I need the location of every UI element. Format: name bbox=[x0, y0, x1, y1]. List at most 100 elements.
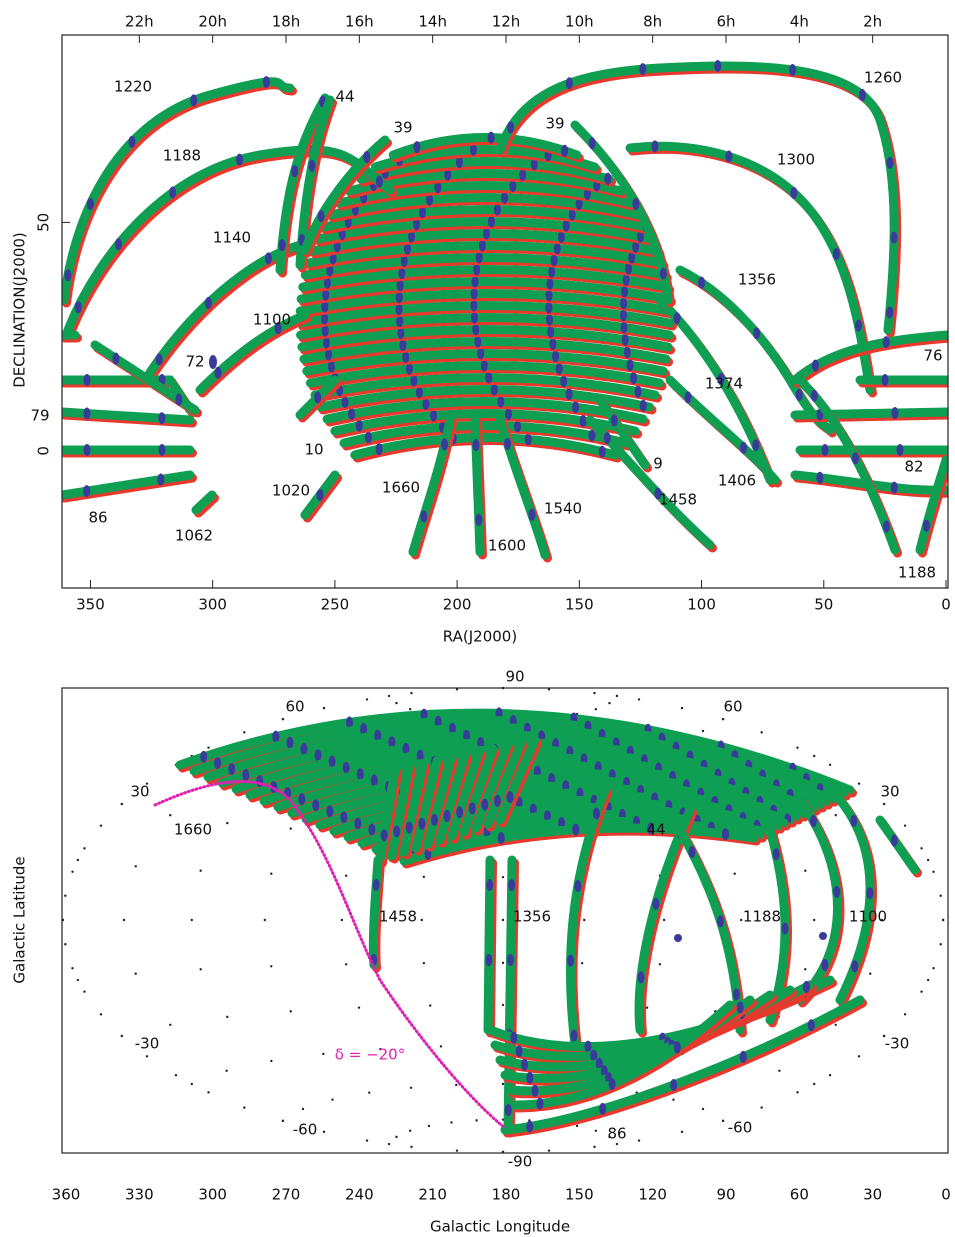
pointing bbox=[620, 321, 628, 334]
pointing bbox=[552, 350, 560, 363]
graticule-dot bbox=[721, 717, 725, 721]
pointing bbox=[327, 360, 335, 373]
pointing bbox=[752, 439, 760, 452]
pointing bbox=[420, 510, 428, 523]
pointing bbox=[356, 768, 364, 781]
pointing bbox=[688, 845, 696, 858]
pointing bbox=[64, 269, 72, 282]
pointing bbox=[623, 346, 631, 359]
pointing bbox=[83, 374, 91, 386]
pointing bbox=[430, 813, 438, 826]
pointing bbox=[821, 958, 829, 971]
pointing bbox=[524, 433, 532, 446]
graticule-dot bbox=[475, 1119, 478, 1122]
pointing bbox=[673, 1041, 681, 1054]
track bbox=[300, 253, 670, 280]
track bbox=[296, 277, 674, 304]
pointing bbox=[370, 774, 378, 787]
pointing bbox=[572, 401, 580, 414]
pointing bbox=[115, 238, 123, 251]
graticule-dot bbox=[379, 1047, 382, 1051]
pointing bbox=[526, 1071, 534, 1084]
x2-tick-label: 4h bbox=[790, 13, 809, 31]
graticule-dot bbox=[64, 943, 67, 946]
tracks bbox=[175, 707, 922, 1138]
pointing bbox=[487, 131, 495, 144]
track-label: 1660 bbox=[382, 479, 420, 497]
graticule-dot bbox=[926, 858, 930, 862]
pointing bbox=[717, 372, 725, 385]
graticule-dot bbox=[395, 1135, 398, 1139]
pointing bbox=[549, 337, 557, 350]
graticule-dot bbox=[322, 1052, 325, 1056]
pointing bbox=[598, 445, 606, 458]
track bbox=[915, 455, 948, 555]
pointing bbox=[529, 803, 537, 816]
graticule-dot bbox=[760, 1106, 763, 1109]
graticule-dot bbox=[903, 824, 907, 827]
y-tick-label: 50 bbox=[35, 213, 53, 232]
track bbox=[408, 415, 455, 557]
graticule-dot bbox=[796, 1091, 799, 1094]
track bbox=[368, 855, 383, 970]
pointing bbox=[684, 391, 692, 404]
track-label: 82 bbox=[904, 458, 923, 476]
pointing bbox=[896, 444, 904, 456]
pointing bbox=[274, 322, 282, 335]
graticule-dot bbox=[226, 821, 229, 825]
curve-label: δ = −20° bbox=[335, 1046, 405, 1064]
pointing bbox=[807, 1019, 815, 1032]
pointing bbox=[402, 350, 410, 363]
track bbox=[399, 759, 428, 857]
pointing bbox=[388, 736, 396, 749]
pointing bbox=[112, 352, 120, 365]
pointing bbox=[565, 388, 573, 401]
pointing bbox=[595, 1057, 603, 1070]
track bbox=[585, 415, 715, 550]
track bbox=[435, 750, 470, 845]
x2-tick-label: 8h bbox=[643, 13, 662, 31]
pointing bbox=[714, 60, 722, 73]
pointing bbox=[312, 799, 320, 812]
track bbox=[423, 753, 456, 849]
track bbox=[795, 795, 842, 1005]
pointing bbox=[396, 279, 404, 292]
graticule-label: 90 bbox=[505, 668, 524, 686]
pointing bbox=[588, 429, 596, 442]
graticule-dot bbox=[882, 1034, 886, 1038]
graticule-dot bbox=[199, 968, 202, 971]
pointing bbox=[740, 441, 748, 454]
track bbox=[483, 738, 526, 829]
pointing bbox=[397, 327, 405, 340]
pointing bbox=[298, 793, 306, 806]
graticule-dot bbox=[645, 1006, 649, 1009]
pointing bbox=[503, 437, 511, 450]
graticule-dot bbox=[422, 961, 426, 965]
pointing bbox=[497, 395, 505, 408]
graticule-dot bbox=[199, 869, 202, 872]
pointing bbox=[521, 1058, 529, 1071]
track-label: 1188 bbox=[898, 564, 936, 582]
graticule-dot bbox=[501, 1082, 505, 1086]
pointing bbox=[470, 311, 478, 324]
graticule-dot bbox=[926, 978, 930, 982]
graticule-dot bbox=[501, 961, 505, 965]
track-label: 39 bbox=[393, 119, 412, 137]
graticule-dot bbox=[368, 1091, 371, 1094]
pointing bbox=[890, 481, 898, 494]
track-label: 76 bbox=[923, 347, 942, 365]
pointing bbox=[526, 1120, 534, 1133]
pointing bbox=[584, 1040, 592, 1053]
track bbox=[300, 135, 390, 255]
track-label: 44 bbox=[646, 821, 665, 839]
graticule-dot bbox=[226, 1015, 229, 1019]
pointing bbox=[214, 366, 222, 379]
track bbox=[790, 330, 948, 385]
pointing bbox=[485, 953, 493, 966]
pointing bbox=[264, 252, 272, 265]
graticule-dot bbox=[322, 1130, 326, 1134]
track bbox=[495, 415, 550, 560]
graticule-dot bbox=[778, 1069, 781, 1072]
graticule-dot bbox=[637, 1139, 641, 1142]
pointing bbox=[375, 175, 383, 188]
